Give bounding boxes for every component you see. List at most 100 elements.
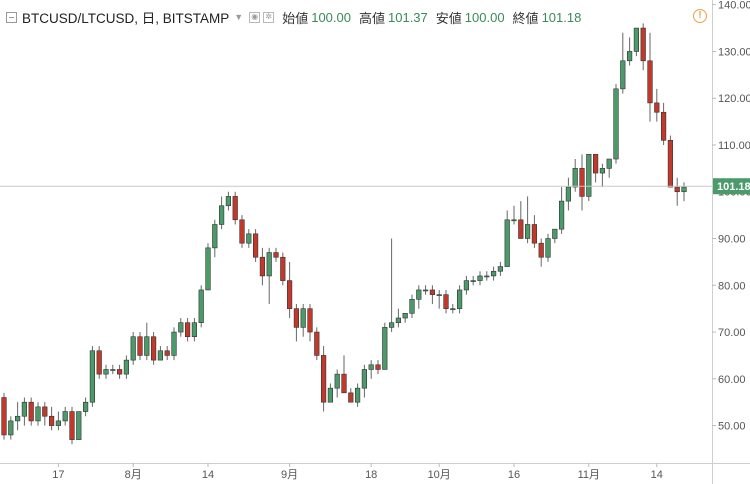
candle-body-down — [253, 233, 259, 258]
candle — [307, 303, 313, 342]
candle-body-up — [524, 224, 531, 239]
candle-body-up — [15, 415, 21, 422]
candle-body-up — [110, 369, 116, 371]
candle-body-down — [667, 140, 673, 188]
candle-body-down — [286, 280, 293, 309]
candle — [232, 191, 238, 225]
collapse-icon[interactable] — [6, 11, 17, 23]
candle-body-up — [300, 308, 306, 328]
candle — [219, 196, 225, 230]
candle-body-down — [259, 256, 266, 277]
candle-body-up — [409, 299, 415, 314]
candle — [239, 215, 245, 248]
candle-body-down — [660, 111, 667, 141]
candle — [511, 205, 517, 225]
time-axis[interactable]: 17 8月 14 9月 18 10月 16 11月 14 — [52, 463, 663, 481]
candle — [592, 154, 599, 183]
candle — [55, 411, 61, 431]
candle-body-up — [144, 336, 150, 356]
candle — [436, 289, 442, 309]
candle — [606, 158, 612, 178]
alert-icon[interactable]: ! — [693, 9, 707, 23]
candle — [198, 285, 204, 328]
candle — [327, 383, 334, 403]
price-tick-label: 80.00 — [718, 280, 746, 292]
candle-body-up — [456, 289, 463, 309]
candle — [388, 238, 395, 333]
low-value: 100.00 — [464, 9, 505, 25]
candle — [422, 285, 429, 295]
candle-body-up — [436, 294, 442, 296]
candle-body-down — [28, 401, 34, 422]
candle — [191, 318, 198, 342]
candle — [253, 229, 259, 262]
candle — [395, 308, 402, 328]
candle — [354, 383, 361, 407]
candle — [341, 355, 347, 394]
candle — [76, 411, 82, 440]
candle-body-down — [151, 336, 157, 361]
candle-body-up — [504, 219, 510, 267]
candle-body-up — [626, 51, 633, 62]
candle — [620, 32, 626, 94]
candle — [157, 346, 164, 361]
candle-body-up — [599, 168, 605, 174]
candle-body-down — [320, 355, 327, 403]
price-tick-label: 130.00 — [718, 46, 750, 58]
time-tick-label: 14 — [651, 469, 663, 481]
candle-body-down — [341, 373, 347, 394]
candle-body-up — [490, 270, 497, 277]
eye-icon[interactable]: ◉ — [249, 11, 261, 23]
candle — [334, 369, 340, 398]
candle — [463, 275, 470, 295]
candle — [667, 135, 673, 188]
candle — [62, 406, 68, 426]
price-tick-label: 60.00 — [718, 374, 746, 386]
open-value: 100.00 — [311, 9, 351, 25]
candle-body-down — [293, 308, 300, 328]
candle-body-up — [354, 387, 361, 403]
candle — [626, 37, 633, 66]
candle — [470, 275, 476, 286]
candle — [103, 364, 109, 379]
candle-body-up — [552, 228, 558, 239]
candle-body-up — [55, 420, 61, 426]
price-axis[interactable]: 50.0060.0070.0080.0090.00100.00110.00120… — [712, 0, 750, 433]
candle — [558, 187, 565, 234]
symbol-title[interactable]: BTCUSD/LTCUSD, 日, BITSTAMP — [22, 11, 230, 26]
gear-icon[interactable]: ✲ — [263, 11, 275, 23]
candle-body-up — [266, 252, 272, 277]
candle — [35, 402, 41, 426]
candle-body-up — [8, 420, 14, 436]
candle — [83, 397, 89, 417]
candle-body-up — [76, 411, 82, 440]
candle — [654, 88, 660, 122]
candle — [178, 318, 184, 337]
candle-body-down — [592, 154, 599, 174]
candle — [348, 388, 354, 403]
candle-body-down — [69, 411, 75, 440]
candle — [28, 397, 34, 426]
candle — [123, 355, 129, 379]
candle — [171, 327, 177, 361]
chart-header: BTCUSD/LTCUSD, 日, BITSTAMP ▼ ◉ ✲ 始値 100.… — [0, 0, 690, 34]
candle-body-up — [83, 401, 89, 412]
candle-body-down — [429, 289, 436, 295]
candle-body-up — [198, 289, 204, 323]
price-tick-label: 140.00 — [718, 0, 750, 12]
candle — [599, 163, 605, 188]
candle-body-up — [572, 168, 578, 188]
candle-body-down — [307, 308, 313, 333]
candle — [110, 364, 116, 375]
candle — [185, 318, 191, 342]
candle — [266, 247, 272, 304]
candle — [382, 322, 388, 370]
chevron-down-icon[interactable]: ▼ — [234, 12, 244, 22]
candle — [259, 247, 266, 286]
candle — [647, 32, 653, 122]
time-tick-label: 16 — [508, 469, 520, 481]
candle — [586, 154, 592, 202]
candle — [416, 285, 422, 309]
candle-body-down — [348, 392, 354, 403]
